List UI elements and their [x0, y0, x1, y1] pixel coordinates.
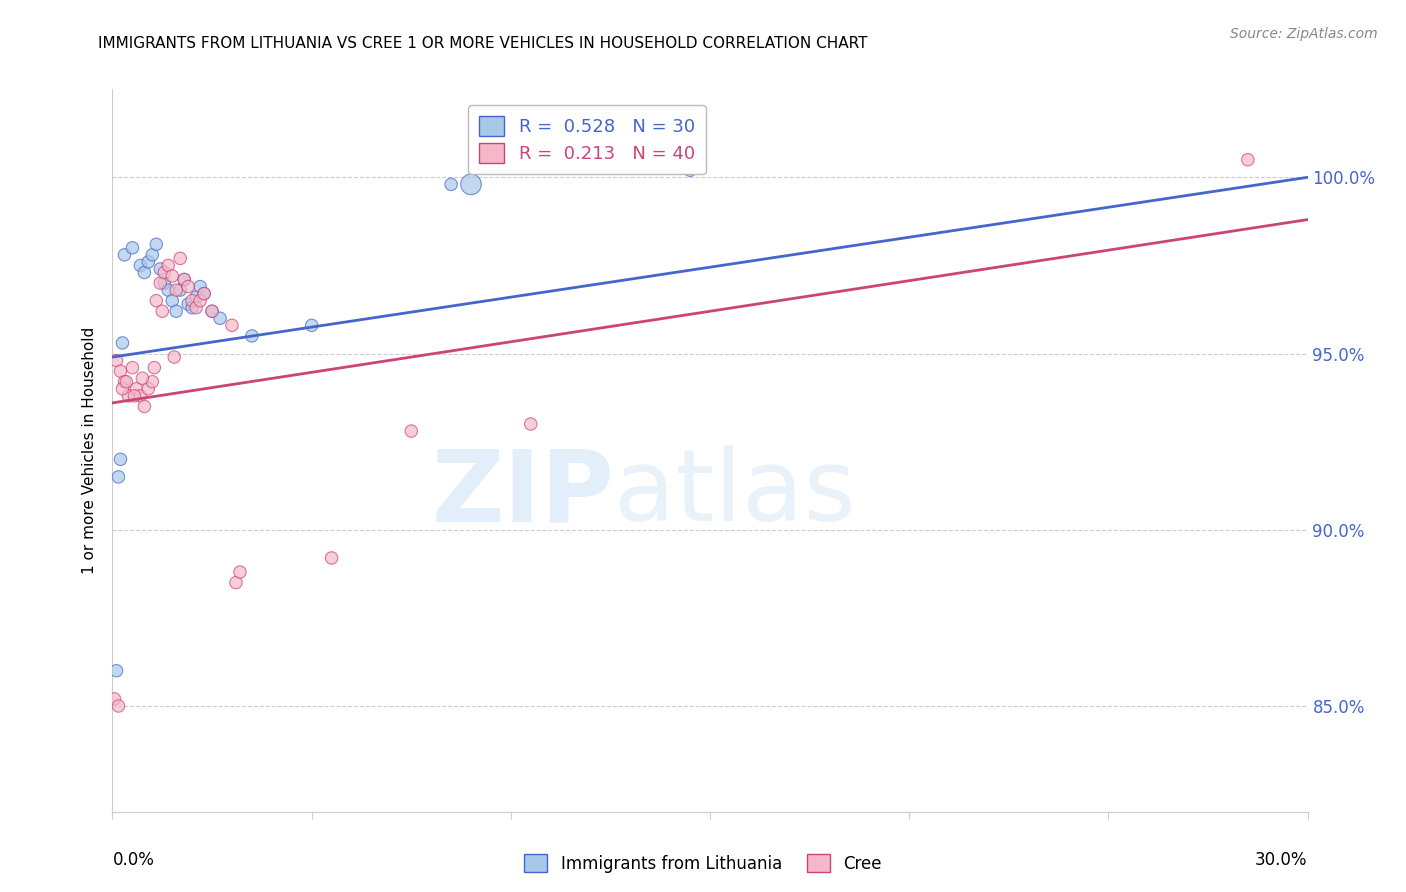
Point: [145, 237, 167, 252]
Point: [165, 304, 187, 318]
Point: [150, 304, 173, 318]
Point: [173, 272, 195, 286]
Point: [163, 350, 186, 364]
Text: Source: ZipAtlas.com: Source: ZipAtlas.com: [1230, 27, 1378, 41]
Point: [201, 304, 224, 318]
Text: atlas: atlas: [614, 445, 856, 542]
Point: [240, 329, 263, 343]
Point: [162, 293, 183, 308]
Point: [209, 311, 232, 326]
Text: IMMIGRANTS FROM LITHUANIA VS CREE 1 OR MORE VEHICLES IN HOUSEHOLD CORRELATION CH: IMMIGRANTS FROM LITHUANIA VS CREE 1 OR M…: [98, 36, 868, 51]
Point: [138, 382, 160, 396]
Point: [141, 375, 163, 389]
Point: [188, 293, 211, 308]
Point: [125, 382, 148, 396]
Point: [401, 424, 423, 438]
Point: [129, 389, 152, 403]
Point: [110, 364, 132, 378]
Text: 0.0%: 0.0%: [112, 852, 155, 870]
Legend: R =  0.528   N = 30, R =  0.213   N = 40: R = 0.528 N = 30, R = 0.213 N = 40: [468, 105, 706, 174]
Point: [1237, 153, 1260, 167]
Point: [169, 283, 191, 297]
Point: [153, 276, 176, 290]
Point: [186, 290, 208, 304]
Text: ZIP: ZIP: [432, 445, 614, 542]
Point: [460, 178, 482, 192]
Point: [181, 293, 204, 308]
Point: [162, 268, 183, 283]
Point: [188, 279, 211, 293]
Point: [520, 417, 543, 431]
Point: [193, 286, 215, 301]
Point: [157, 259, 180, 273]
Point: [111, 335, 134, 350]
Point: [145, 293, 167, 308]
Point: [321, 551, 343, 566]
Point: [143, 360, 166, 375]
Point: [129, 259, 152, 273]
Point: [131, 371, 153, 385]
Point: [225, 575, 247, 590]
Point: [177, 279, 200, 293]
Point: [103, 692, 125, 706]
Point: [229, 565, 252, 579]
Point: [149, 276, 172, 290]
Point: [134, 265, 156, 279]
Point: [115, 375, 138, 389]
Point: [169, 252, 191, 266]
Text: 30.0%: 30.0%: [1256, 852, 1308, 870]
Point: [181, 301, 204, 315]
Point: [114, 248, 135, 262]
Point: [173, 272, 195, 286]
Point: [193, 286, 215, 301]
Point: [301, 318, 323, 333]
Point: [138, 255, 160, 269]
Point: [157, 283, 180, 297]
Point: [105, 353, 128, 368]
Point: [134, 400, 156, 414]
Point: [105, 664, 128, 678]
Point: [114, 375, 135, 389]
Point: [107, 470, 129, 484]
Point: [111, 382, 134, 396]
Point: [440, 178, 463, 192]
Point: [165, 283, 187, 297]
Point: [221, 318, 243, 333]
Point: [201, 304, 224, 318]
Point: [124, 389, 146, 403]
Point: [186, 301, 208, 315]
Point: [679, 163, 702, 178]
Point: [107, 698, 129, 713]
Point: [121, 360, 143, 375]
Legend: Immigrants from Lithuania, Cree: Immigrants from Lithuania, Cree: [517, 847, 889, 880]
Point: [141, 248, 163, 262]
Point: [110, 452, 132, 467]
Point: [153, 265, 176, 279]
Point: [149, 262, 172, 277]
Y-axis label: 1 or more Vehicles in Household: 1 or more Vehicles in Household: [82, 326, 97, 574]
Point: [117, 389, 139, 403]
Point: [121, 241, 143, 255]
Point: [177, 297, 200, 311]
